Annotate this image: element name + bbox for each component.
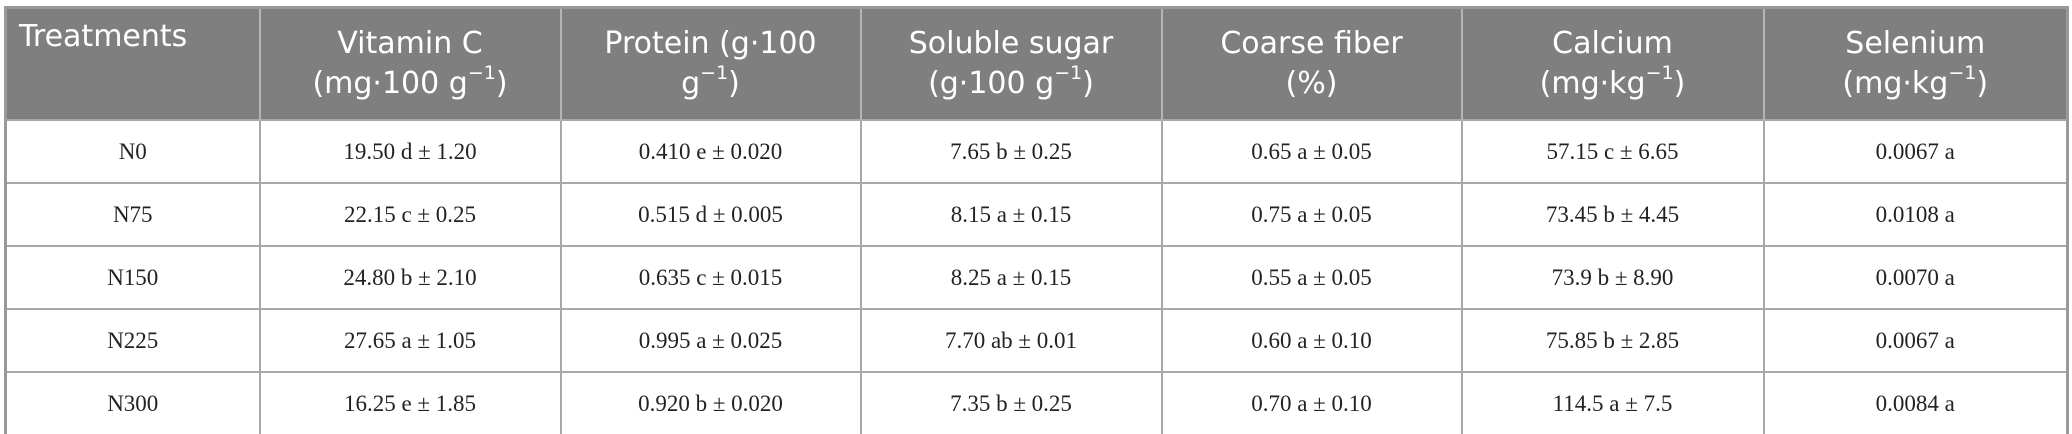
- header-line: (mg·kg−1): [1771, 64, 2061, 104]
- value-cell: 24.80 b ± 2.10: [258, 245, 562, 310]
- header-line: (%): [1169, 64, 1455, 104]
- value-cell: 75.85 b ± 2.85: [1460, 308, 1765, 373]
- value-cell: 22.15 c ± 0.25: [258, 182, 562, 247]
- value-cell: 19.50 d ± 1.20: [258, 119, 562, 184]
- value-cell: 8.25 a ± 0.15: [859, 245, 1163, 310]
- value-cell: 27.65 a ± 1.05: [258, 308, 562, 373]
- value-cell: 8.15 a ± 0.15: [859, 182, 1163, 247]
- header-text: ): [728, 66, 740, 101]
- header-cell: Protein (g·100 g−1): [559, 7, 861, 120]
- value-cell: 0.0070 a: [1762, 245, 2069, 310]
- value-cell: 16.25 e ± 1.85: [258, 371, 562, 434]
- superscript: −1: [467, 62, 496, 84]
- header-text: (mg·kg: [1842, 66, 1949, 101]
- header-text: Selenium: [1845, 26, 1986, 61]
- header-cell: Vitamin C (mg·100 g−1): [258, 7, 561, 120]
- value-cell: 0.60 a ± 0.10: [1160, 308, 1463, 373]
- header-text: Calcium: [1552, 26, 1673, 61]
- header-line: Selenium: [1771, 24, 2061, 64]
- header-text: Soluble sugar: [908, 26, 1114, 61]
- treatment-cell: N150: [4, 245, 261, 310]
- table-row: N225 27.65 a ± 1.05 0.995 a ± 0.025 7.70 ab…: [4, 308, 2069, 373]
- header-cell: Soluble sugar (g·100 g−1): [859, 7, 1162, 120]
- header-text: (mg·100 g: [312, 66, 468, 101]
- value-cell: 0.0108 a: [1762, 182, 2069, 247]
- value-cell: 0.515 d ± 0.005: [559, 182, 862, 247]
- header-text: ): [1976, 66, 1989, 101]
- value-cell: 73.45 b ± 4.45: [1460, 182, 1765, 247]
- header-line: Protein (g·100: [568, 24, 854, 64]
- header-line: Soluble sugar: [868, 24, 1155, 64]
- header-text: Coarse fiber: [1220, 26, 1403, 61]
- header-line: (mg·kg−1): [1469, 64, 1757, 104]
- value-cell: 7.70 ab ± 0.01: [859, 308, 1163, 373]
- header-text: (%): [1285, 66, 1338, 101]
- value-cell: 57.15 c ± 6.65: [1460, 119, 1765, 184]
- header-line: Coarse fiber: [1169, 24, 1455, 64]
- value-cell: 114.5 a ± 7.5: [1460, 371, 1765, 434]
- superscript: −1: [700, 62, 729, 84]
- value-cell: 0.55 a ± 0.05: [1160, 245, 1463, 310]
- superscript: −1: [1054, 62, 1083, 84]
- value-cell: 7.35 b ± 0.25: [859, 371, 1163, 434]
- value-cell: 0.410 e ± 0.020: [559, 119, 862, 184]
- value-cell: 0.920 b ± 0.020: [559, 371, 862, 434]
- superscript: −1: [1645, 62, 1674, 84]
- header-line: Treatments: [19, 17, 253, 57]
- header-line: (g·100 g−1): [868, 64, 1155, 104]
- header-cell: Calcium (mg·kg−1): [1460, 7, 1764, 120]
- superscript: −1: [1948, 62, 1977, 84]
- header-text: ): [1082, 66, 1094, 101]
- header-cell: Treatments: [4, 7, 260, 120]
- treatment-cell: N300: [4, 371, 261, 434]
- table-row: N0 19.50 d ± 1.20 0.410 e ± 0.020 7.65 b ± …: [4, 119, 2069, 184]
- value-cell: 7.65 b ± 0.25: [859, 119, 1163, 184]
- header-text: Protein (g·100: [604, 26, 817, 61]
- value-cell: 73.9 b ± 8.90: [1460, 245, 1765, 310]
- header-text: (mg·kg: [1539, 66, 1646, 101]
- value-cell: 0.65 a ± 0.05: [1160, 119, 1463, 184]
- header-line: g−1): [568, 64, 854, 104]
- header-text: Vitamin C: [337, 26, 483, 61]
- treatment-cell: N225: [4, 308, 261, 373]
- value-cell: 0.0067 a: [1762, 119, 2069, 184]
- header-text: Treatments: [19, 19, 188, 54]
- value-cell: 0.0084 a: [1762, 371, 2069, 434]
- header-text: (g·100 g: [928, 66, 1055, 101]
- table-row: N75 22.15 c ± 0.25 0.515 d ± 0.005 8.15 a ±…: [4, 182, 2069, 247]
- header-line: Vitamin C: [267, 24, 554, 64]
- header-text: ): [495, 66, 508, 101]
- header-text: g: [681, 66, 701, 101]
- table-row: N300 16.25 e ± 1.85 0.920 b ± 0.020 7.35 b …: [4, 371, 2069, 434]
- header-line: (mg·100 g−1): [267, 64, 554, 104]
- header-text: ): [1673, 66, 1686, 101]
- header-cell: Selenium (mg·kg−1): [1762, 7, 2068, 120]
- treatment-cell: N75: [4, 182, 261, 247]
- value-cell: 0.635 c ± 0.015: [559, 245, 862, 310]
- header-cell: Coarse fiber (%): [1160, 7, 1462, 120]
- data-table: Treatments Vitamin C (mg·100 g−1) Protein (…: [4, 6, 2069, 434]
- table-body: N0 19.50 d ± 1.20 0.410 e ± 0.020 7.65 b ± …: [4, 119, 2069, 434]
- value-cell: 0.995 a ± 0.025: [559, 308, 862, 373]
- value-cell: 0.0067 a: [1762, 308, 2069, 373]
- header-row: Treatments Vitamin C (mg·100 g−1) Protein (…: [4, 7, 2068, 120]
- treatment-cell: N0: [4, 119, 261, 184]
- header-line: Calcium: [1469, 24, 1757, 64]
- value-cell: 0.75 a ± 0.05: [1160, 182, 1463, 247]
- table-row: N150 24.80 b ± 2.10 0.635 c ± 0.015 8.25 a …: [4, 245, 2069, 310]
- value-cell: 0.70 a ± 0.10: [1160, 371, 1463, 434]
